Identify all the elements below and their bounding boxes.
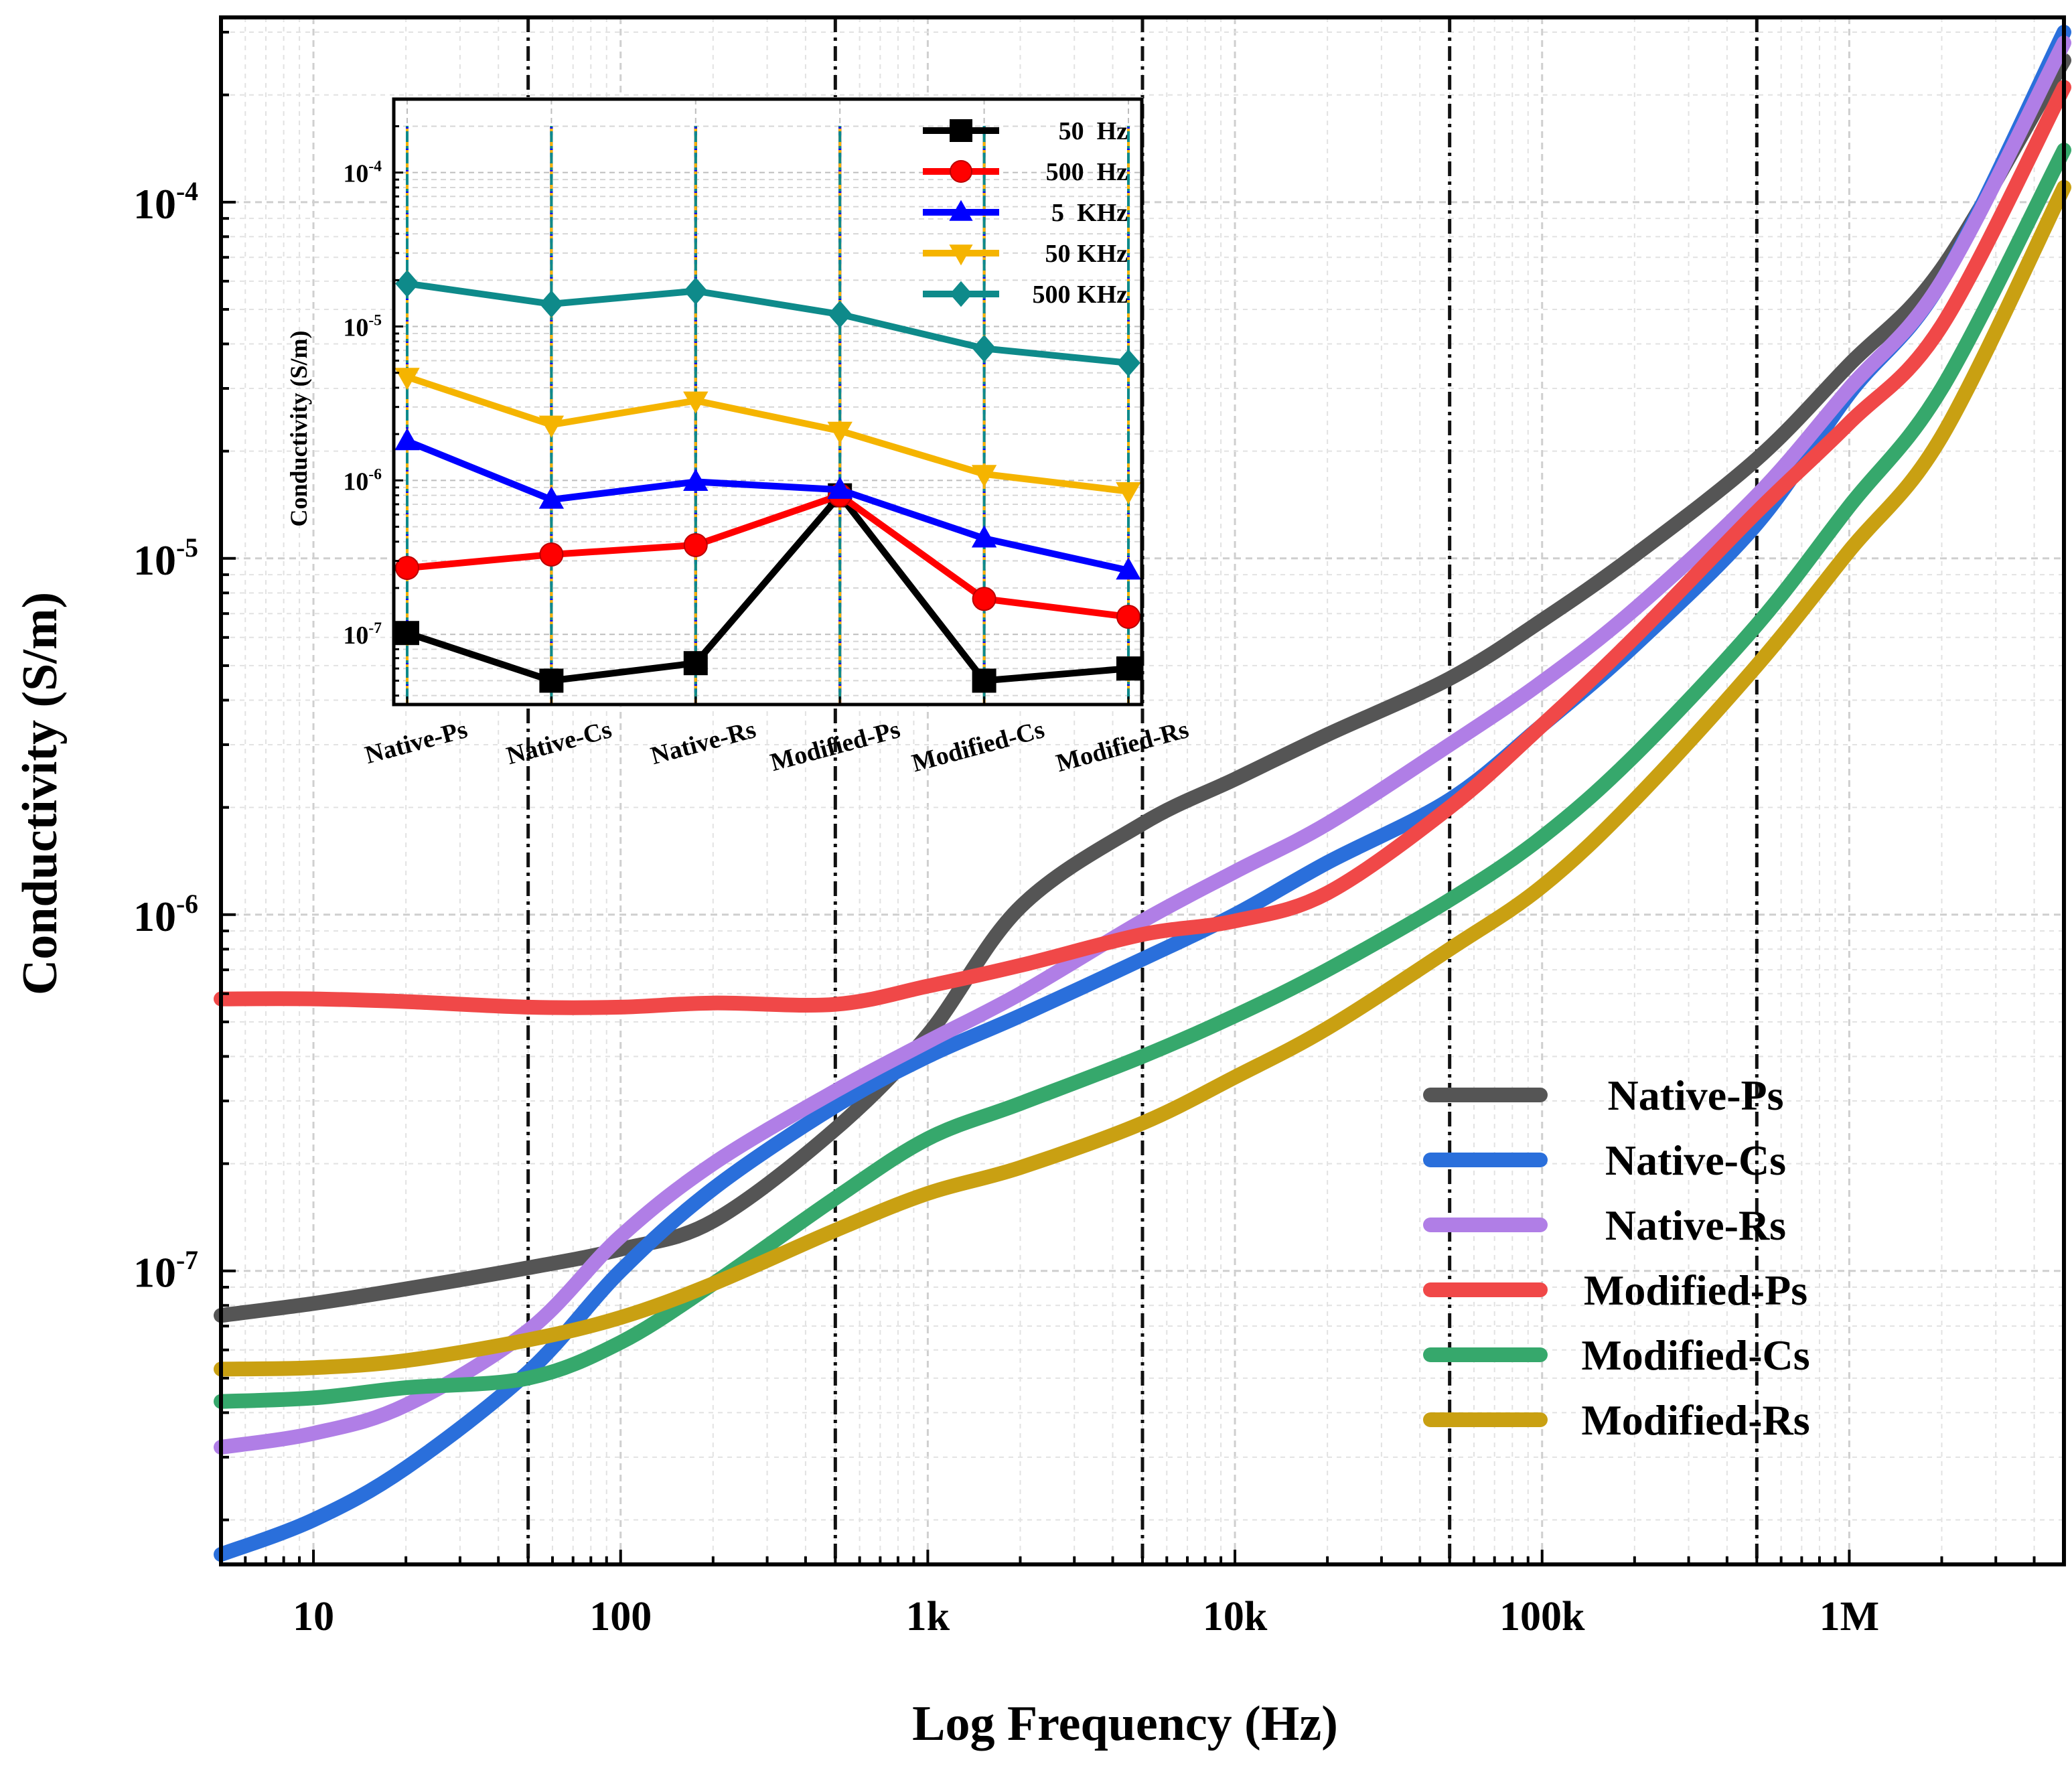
inset-marker-500hz xyxy=(395,556,419,581)
main-series-group xyxy=(214,25,2071,1562)
main-ylabel: Conductivity (S/m) xyxy=(13,592,68,995)
inset-y-tick-label-mantissa: 10 xyxy=(343,160,368,188)
series-line-modified-rs xyxy=(214,179,2071,1377)
y-tick-label-exponent: -4 xyxy=(176,177,198,206)
inset-marker-50hz xyxy=(1116,656,1140,681)
series-line-native-rs xyxy=(214,35,2071,1455)
inset-marker-5khz xyxy=(971,525,997,548)
inset-series-line-50hz xyxy=(406,492,1129,684)
inset-series-line-50khz xyxy=(406,374,1129,495)
y-tick-label: 10-7 xyxy=(133,1246,198,1297)
inset-legend-label-50khz: 50 KHz xyxy=(1045,240,1128,268)
inset-marker-50hz xyxy=(972,668,996,693)
inset-y-tick-label-exponent: -7 xyxy=(368,619,382,637)
inset-marker-5khz xyxy=(538,486,565,509)
inset-series-line-5khz xyxy=(406,438,1130,574)
inset-y-tick-label: 10-7 xyxy=(343,619,382,650)
inset-y-tick-label-mantissa: 10 xyxy=(343,314,368,342)
inset-marker-500khz xyxy=(395,270,419,297)
inset-legend-label-5khz: 5 KHz xyxy=(1051,199,1128,227)
inset-marker-50hz xyxy=(683,651,708,676)
inset-marker-500hz xyxy=(1116,605,1140,630)
inset-marker-50khz xyxy=(683,391,709,414)
legend-label-native-ps: Native-Ps xyxy=(1607,1072,1783,1119)
y-tick-label-mantissa: 10 xyxy=(133,180,176,228)
inset-y-tick-label-exponent: -5 xyxy=(368,312,382,329)
y-tick-label-exponent: -7 xyxy=(176,1246,198,1275)
inset-marker-50khz xyxy=(394,368,420,390)
inset-marker-50khz xyxy=(971,465,997,488)
legend-label-modified-rs: Modified-Rs xyxy=(1581,1396,1809,1444)
inset-marker-5khz xyxy=(394,428,420,451)
inset-legend-marker-500hz xyxy=(950,160,972,183)
main-xlabel: Log Frequency (Hz) xyxy=(912,1696,1338,1751)
inset-marker-500khz xyxy=(1116,349,1140,377)
inset-y-tick-label-exponent: -4 xyxy=(368,158,382,175)
inset-series-line-500hz xyxy=(406,492,1129,620)
x-tick-label: 100k xyxy=(1499,1594,1585,1639)
inset-marker-500khz xyxy=(683,277,708,305)
inset-marker-500hz xyxy=(539,542,564,567)
inset-background xyxy=(392,97,1143,707)
inset-ylabel: Conductivity (S/m) xyxy=(285,330,312,526)
inset-y-tick-label-exponent: -6 xyxy=(368,465,382,483)
inset-marker-5khz xyxy=(683,468,709,491)
inset-plot-frame xyxy=(392,97,1144,707)
inset-marker-500khz xyxy=(972,334,996,362)
legend-label-modified-ps: Modified-Ps xyxy=(1584,1266,1807,1314)
inset-legend: 50 Hz 500 Hz 5 KHz 50 KHz 500 KHz xyxy=(923,117,1128,309)
inset-legend-label-500hz: 500 Hz xyxy=(1046,158,1128,186)
inset-legend-marker-5khz xyxy=(949,200,973,221)
inset-marker-50khz xyxy=(538,415,565,438)
inset-marker-5khz xyxy=(827,476,853,499)
inset-marker-50hz xyxy=(539,668,564,693)
inset-y-tick-label-mantissa: 10 xyxy=(343,467,368,496)
inset-marker-50khz xyxy=(1116,482,1141,505)
inset-marker-50hz xyxy=(395,621,419,646)
y-tick-label: 10-4 xyxy=(133,177,198,228)
legend-label-native-rs: Native-Rs xyxy=(1605,1201,1786,1249)
x-tick-label: 10k xyxy=(1203,1594,1268,1639)
y-tick-label-exponent: -6 xyxy=(176,889,198,919)
inset-marker-5khz xyxy=(1116,557,1141,580)
main-legend: Native-Ps Native-Cs Native-Rs Modified-Ps Mo… xyxy=(1423,1072,1810,1444)
inset-legend-label-500khz: 500 KHz xyxy=(1033,281,1128,309)
x-tick-label: 1k xyxy=(906,1594,950,1639)
x-tick-label: 10 xyxy=(293,1594,334,1639)
inset-y-tick-label: 10-6 xyxy=(343,465,382,496)
y-tick-label: 10-5 xyxy=(133,533,198,584)
inset-series-line-500khz xyxy=(406,280,1129,366)
legend-label-native-cs: Native-Cs xyxy=(1605,1136,1786,1184)
y-tick-label-mantissa: 10 xyxy=(133,893,176,940)
inset-marker-50khz xyxy=(827,421,853,444)
inset-y-tick-label: 10-5 xyxy=(343,312,382,342)
inset-legend-marker-50hz xyxy=(950,119,972,142)
inset-chart: Native-Ps Native-Cs Native-Rs Modified-Ps Mo… xyxy=(285,97,1191,778)
inset-legend-marker-500khz xyxy=(950,281,972,307)
x-tick-label: 100 xyxy=(589,1594,652,1639)
series-line-native-ps xyxy=(214,53,2071,1323)
legend-label-modified-cs: Modified-Cs xyxy=(1581,1331,1809,1379)
inset-marker-500khz xyxy=(828,300,853,328)
inset-y-tick-label-mantissa: 10 xyxy=(343,621,368,650)
y-tick-label-exponent: -5 xyxy=(176,533,198,563)
inset-marker-500khz xyxy=(539,290,564,318)
x-tick-label: 1M xyxy=(1820,1594,1880,1639)
series-line-modified-ps xyxy=(214,80,2071,1015)
inset-marker-500hz xyxy=(972,587,996,611)
y-tick-label-mantissa: 10 xyxy=(133,536,176,584)
series-line-modified-cs xyxy=(214,143,2071,1409)
inset-legend-marker-50khz xyxy=(949,244,973,266)
inset-series-group xyxy=(394,126,1141,705)
inset-marker-500hz xyxy=(683,532,708,557)
inset-y-tick-label: 10-4 xyxy=(343,158,382,188)
y-tick-label: 10-6 xyxy=(133,889,198,940)
y-tick-label-mantissa: 10 xyxy=(133,1249,176,1297)
inset-legend-label-50hz: 50 Hz xyxy=(1059,117,1128,145)
main-reference-lines xyxy=(526,17,1759,1564)
